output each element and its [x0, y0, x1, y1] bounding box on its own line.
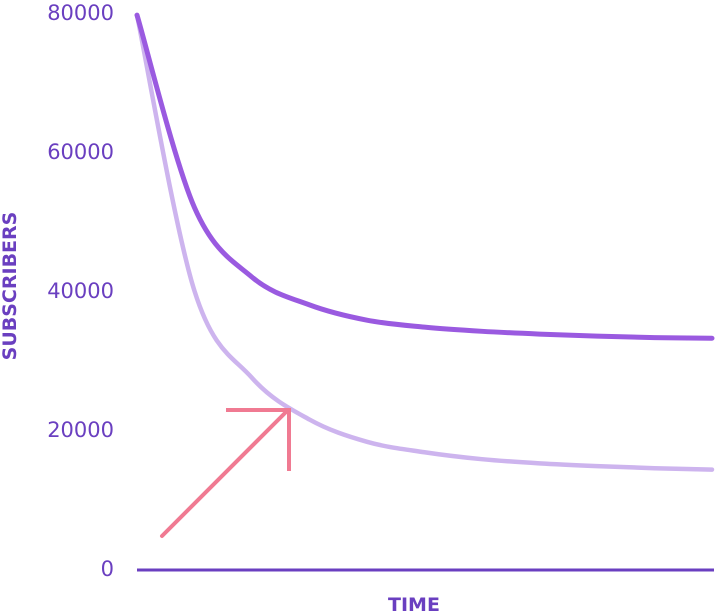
y-tick-label: 80000 — [47, 1, 114, 25]
series-line-2 — [134, 12, 715, 472]
annotation-arrow — [160, 408, 291, 538]
y-tick-label: 60000 — [47, 140, 114, 164]
y-tick-label: 0 — [101, 557, 114, 581]
series-layer — [134, 12, 715, 472]
arrow-shaft — [160, 408, 290, 538]
y-tick-label: 20000 — [47, 418, 114, 442]
y-tick-label: 40000 — [47, 279, 114, 303]
y-tick-labels: 0 20000 40000 60000 80000 — [47, 1, 114, 581]
arrow-head — [226, 408, 291, 471]
y-axis-title: SUBSCRIBERS — [0, 212, 21, 361]
x-axis-title: TIME — [388, 594, 440, 615]
series-line-1 — [134, 12, 715, 341]
